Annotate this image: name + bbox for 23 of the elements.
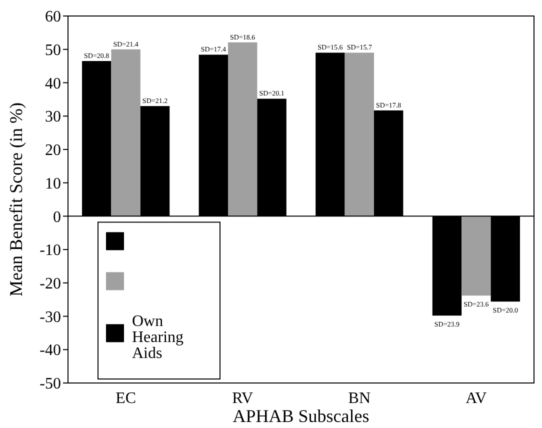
y-tick-label: 60 (45, 8, 61, 26)
x-tick-label: EC (116, 390, 136, 407)
y-tick-label: -10 (40, 242, 61, 260)
bar (344, 52, 374, 216)
y-tick-label: -20 (40, 276, 61, 293)
y-tick-label: -30 (40, 308, 61, 326)
legend-label: Own Hearing Aids (132, 313, 184, 362)
y-tick-label: 10 (45, 175, 61, 192)
bar (111, 49, 140, 216)
y-tick-label: 20 (45, 142, 61, 160)
bar (228, 42, 258, 216)
y-tick-label: 0 (53, 208, 61, 226)
y-tick-label: -50 (40, 376, 61, 393)
x-tick-label: AV (466, 390, 488, 407)
x-tick-label: RV (232, 390, 254, 407)
y-tick-label: 30 (45, 108, 61, 126)
y-tick-label: -40 (40, 342, 61, 360)
y-axis-title: Mean Benefit Score (in %) (6, 102, 26, 296)
y-tick-label: 50 (45, 42, 61, 59)
x-axis-title: APHAB Subscales (232, 406, 370, 426)
x-tick-label: BN (348, 390, 371, 407)
y-tick-label: 40 (45, 75, 61, 92)
bar (462, 216, 491, 296)
